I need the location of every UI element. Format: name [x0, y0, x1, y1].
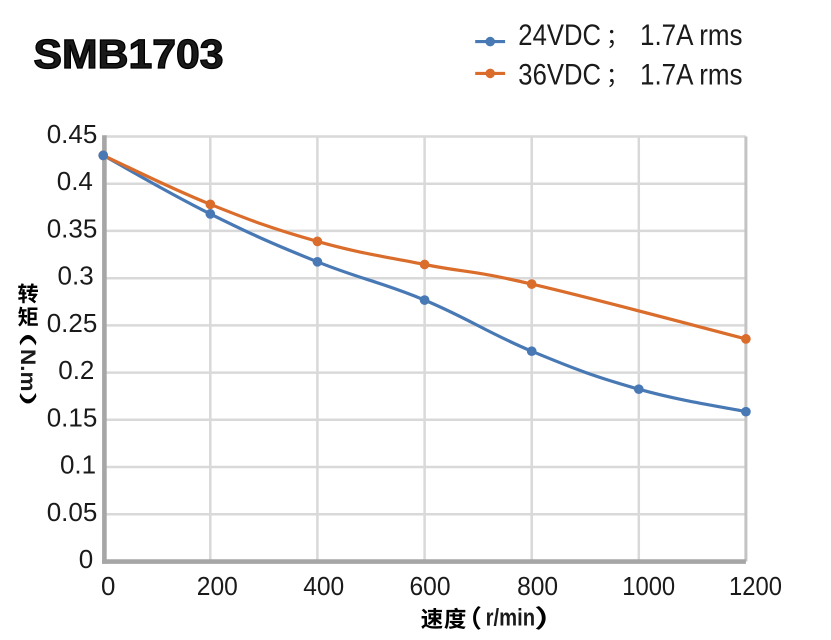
svg-text:SMB1703: SMB1703: [34, 31, 224, 77]
svg-text:200: 200: [197, 571, 238, 601]
svg-text:r/min: r/min: [486, 604, 535, 631]
svg-text:0: 0: [101, 571, 115, 601]
svg-text:0.1: 0.1: [60, 450, 96, 480]
svg-text:1000: 1000: [622, 571, 675, 601]
svg-text:0.25: 0.25: [47, 308, 98, 338]
svg-text:36VDC: 36VDC: [518, 58, 601, 91]
svg-text:0.3: 0.3: [58, 261, 94, 291]
svg-text:0.2: 0.2: [58, 355, 94, 385]
svg-text:24VDC: 24VDC: [518, 19, 601, 52]
svg-text:800: 800: [517, 571, 558, 601]
svg-text:1.7A rms: 1.7A rms: [640, 19, 743, 52]
svg-text:0.4: 0.4: [57, 166, 93, 196]
svg-text:N.m: N.m: [16, 349, 40, 392]
svg-text:0.45: 0.45: [47, 119, 98, 149]
svg-text:400: 400: [303, 571, 344, 601]
svg-text:0.35: 0.35: [47, 213, 98, 243]
svg-text:1.7A rms: 1.7A rms: [640, 58, 743, 91]
svg-text:600: 600: [410, 571, 451, 601]
svg-text:0.05: 0.05: [47, 497, 98, 527]
svg-text:1200: 1200: [729, 571, 782, 601]
svg-text:0.15: 0.15: [47, 402, 98, 432]
svg-text:0: 0: [79, 544, 93, 574]
